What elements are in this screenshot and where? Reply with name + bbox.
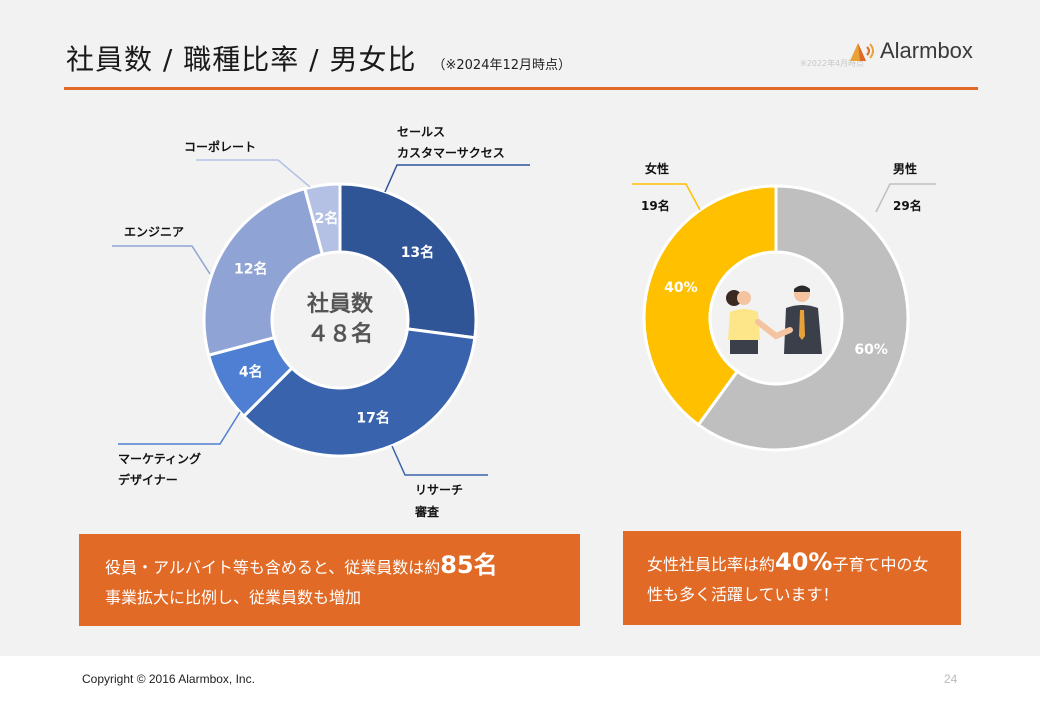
employee-info-box: 役員・アルバイト等も含めると、従業員数は約85名 事業拡大に比例し、従業員数も増… [79,534,580,626]
label-male: 男性 [893,161,917,176]
staff-slice-1 [241,327,477,458]
gender-slice-0 [696,184,910,452]
staff-slice-4 [302,182,342,257]
footer [0,656,1040,720]
label-sales-line2: カスタマーサクセス [397,146,505,160]
label-sales-line1: セールス [397,125,445,139]
charts-canvas: 13名 17名 4名 12名 2名 セールス カスタマーサクセス リサーチ 審査 マーケ… [112,125,936,519]
label-engineer: エンジニア [124,225,184,239]
staff-value-label-4: 2名 [315,210,339,227]
page-subtitle: （※2024年12月時点） [432,58,572,73]
alarm-icon [850,43,874,61]
center-label-line2: ４８名 [307,321,373,347]
label-male-count: 29名 [893,198,922,213]
label-corporate: コーポレート [184,139,256,154]
female-ratio-text-post: 子育て中の女性も多く活躍しています！ [647,555,929,604]
staff-slice-0 [338,182,478,340]
page-number: 24 [944,672,958,686]
staff-value-label-0: 13名 [401,244,434,261]
page-title: 社員数 / 職種比率 / 男女比 [66,43,417,76]
staff-chart-leader-lines [112,159,530,476]
gender-value-label-0: 60% [854,342,888,358]
title-row: 社員数 / 職種比率 / 男女比 （※2024年12月時点） [66,38,571,78]
copyright: Copyright © 2016 Alarmbox, Inc. [82,672,255,686]
gender-donut-chart: 60% 40% [642,184,910,452]
employee-total-highlight: 85名 [440,551,498,579]
employee-info-line2: 事業拡大に比例し、従業員数も増加 [105,588,362,607]
employee-info-line1: 役員・アルバイト等も含めると、従業員数は約85名 [105,550,554,583]
staff-value-label-1: 17名 [356,410,389,427]
label-marketing-line2: デザイナー [118,472,178,487]
female-ratio-box: 女性社員比率は約40%子育て中の女性も多く活躍しています！ [623,531,961,625]
label-marketing-line1: マーケティング [118,451,201,466]
gender-value-label-1: 40% [664,280,698,296]
watermark: ※2022年4月時点 [800,59,865,68]
female-ratio-text: 女性社員比率は約 [647,555,776,574]
staff-donut-chart: 13名 17名 4名 12名 2名 [202,182,478,458]
label-female: 女性 [645,161,669,176]
label-research-line2: 審査 [414,504,440,519]
gender-slice-1 [642,184,778,427]
gender-chart-leader-lines [632,183,936,213]
logo-text: Alarmbox [880,38,973,63]
label-research-line1: リサーチ [415,483,463,497]
center-label-line1: 社員数 [307,291,374,317]
employee-info-text: 役員・アルバイト等も含めると、従業員数は約 [105,558,441,577]
staff-slice-3 [202,186,325,358]
title-rule [64,87,978,90]
logo: Alarmbox [846,38,973,64]
female-ratio-highlight: 40% [775,548,833,576]
staff-value-label-3: 12名 [234,261,267,278]
label-female-count: 19名 [641,198,670,213]
staff-value-label-2: 4名 [239,364,263,381]
handshake-illustration [726,285,822,354]
